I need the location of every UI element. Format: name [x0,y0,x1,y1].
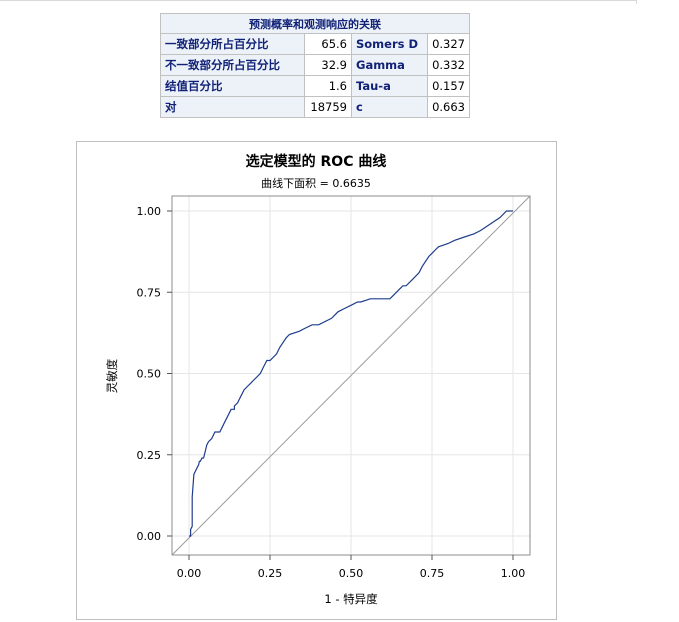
x-tick-label: 1.00 [501,567,526,580]
row-label: 对 [160,96,305,118]
x-tick-label: 0.75 [420,567,445,580]
top-divider-edge [636,0,637,4]
grid [172,196,530,555]
x-tick-label: 0.00 [177,567,202,580]
y-tick-label: 0.25 [137,449,162,462]
y-tick-label: 1.00 [137,205,162,218]
stat-label: Tau-a [351,75,428,97]
table-row: 一致部分所占百分比 65.6 Somers D 0.327 [160,33,470,55]
top-divider [0,0,636,1]
row-label: 不一致部分所占百分比 [160,54,305,76]
stat-label: Somers D [351,33,428,55]
chart-title: 选定模型的 ROC 曲线 [246,153,387,170]
roc-chart: 选定模型的 ROC 曲线 曲线下面积 = 0.6635 0.00 0.25 0.50… [105,153,531,606]
y-tick-label: 0.75 [137,286,162,299]
stat-value: 0.327 [427,33,470,55]
y-tick-label: 0.00 [137,530,162,543]
row-value: 1.6 [304,75,352,97]
x-axis-ticks: 0.00 0.25 0.50 0.75 1.00 [177,555,526,580]
y-axis-label: 灵敏度 [105,358,119,393]
stat-label: Gamma [351,54,428,76]
reference-diagonal [171,195,531,556]
chart-frame [76,141,557,620]
stat-value: 0.332 [427,54,470,76]
stat-value: 0.663 [427,96,470,118]
stat-value: 0.157 [427,75,470,97]
row-value: 18759 [304,96,352,118]
row-value: 65.6 [304,33,352,55]
x-axis-label: 1 - 特异度 [324,592,378,606]
x-tick-label: 0.25 [258,567,283,580]
chart-subtitle: 曲线下面积 = 0.6635 [261,176,371,190]
stat-label: c [351,96,428,118]
roc-curve [189,210,513,537]
table-row: 不一致部分所占百分比 32.9 Gamma 0.332 [160,54,470,76]
row-label: 结值百分比 [160,75,305,97]
y-tick-label: 0.50 [137,368,162,381]
table-row: 对 18759 c 0.663 [160,96,470,118]
association-table: 预测概率和观测响应的关联 一致部分所占百分比 65.6 Somers D 0.3… [160,13,470,118]
table-row: 结值百分比 1.6 Tau-a 0.157 [160,75,470,97]
table-caption: 预测概率和观测响应的关联 [160,13,470,34]
row-label: 一致部分所占百分比 [160,33,305,55]
row-value: 32.9 [304,54,352,76]
x-tick-label: 0.50 [339,567,364,580]
y-axis-ticks: 0.00 0.25 0.50 0.75 1.00 [137,205,172,543]
